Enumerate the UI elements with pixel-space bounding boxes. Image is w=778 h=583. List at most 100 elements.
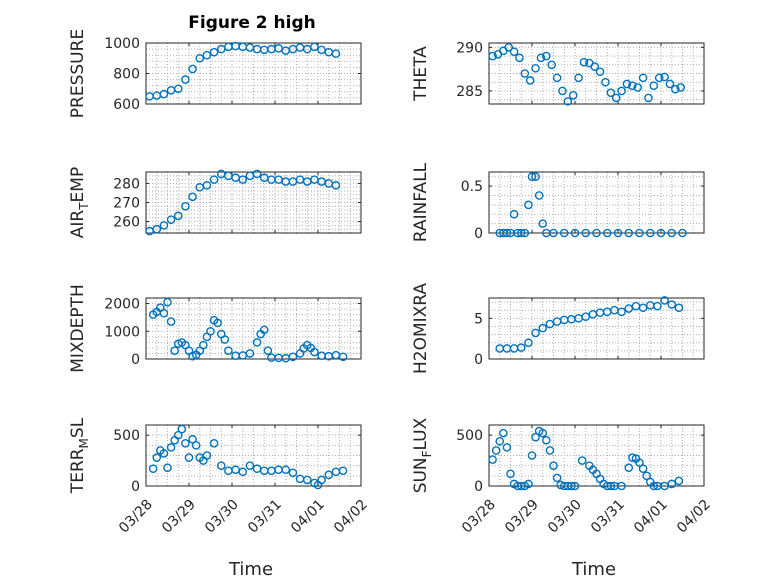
figure-title: Figure 2 high: [188, 13, 316, 33]
y-axis-label: SUNFLUX: [411, 417, 434, 493]
data-point: [188, 64, 197, 74]
data-point: [656, 228, 666, 238]
x-axis-label-left: Time: [228, 559, 273, 580]
series-markers: [488, 426, 684, 491]
data-point: [148, 464, 158, 474]
data-point: [163, 297, 172, 307]
data-point: [649, 481, 659, 491]
data-point: [660, 296, 669, 305]
data-point: [516, 228, 526, 238]
y-tick-label: 600: [113, 97, 140, 113]
axes-box: [145, 424, 362, 487]
data-point: [159, 89, 169, 99]
data-point: [574, 73, 583, 83]
series-markers: [148, 297, 348, 363]
axes-box: [145, 297, 362, 360]
data-point: [263, 346, 273, 355]
y-axis-label: PRESSURE: [68, 29, 88, 118]
data-point: [592, 228, 601, 238]
data-point: [606, 481, 616, 491]
data-point: [177, 424, 187, 434]
data-point: [288, 352, 298, 362]
data-point: [259, 325, 269, 335]
data-point: [166, 443, 176, 452]
y-tick-label: 0: [131, 352, 140, 368]
y-tick-label: 0: [131, 479, 140, 495]
data-point: [559, 228, 569, 238]
y-tick-label: 0.5: [461, 179, 483, 195]
data-point: [638, 303, 648, 313]
y-tick-label: 500: [456, 428, 483, 444]
y-tick-label: 270: [113, 196, 140, 212]
subplot-1: 600 800 1000 PRESSURE: [68, 29, 362, 118]
y-tick-label: 285: [456, 84, 483, 100]
subplot-6: 0 5 H2OMIXRA: [411, 283, 705, 374]
data-point: [581, 312, 591, 322]
data-point: [624, 304, 634, 313]
data-point: [633, 83, 643, 92]
data-point: [570, 481, 580, 491]
axes-box: [488, 42, 705, 105]
data-point: [665, 79, 675, 89]
data-point: [166, 317, 176, 326]
data-point: [552, 473, 562, 483]
y-tick-label: 0: [474, 352, 483, 368]
data-point: [502, 443, 512, 452]
data-point: [238, 467, 248, 477]
data-point: [152, 453, 162, 462]
data-point: [674, 476, 684, 486]
data-point: [310, 347, 319, 357]
y-tick-label: 0: [474, 226, 483, 242]
data-point: [220, 335, 230, 344]
axes-box: [488, 171, 705, 234]
data-point: [549, 461, 558, 470]
data-point: [570, 228, 580, 238]
data-point: [531, 63, 540, 73]
data-point: [531, 328, 540, 338]
data-point: [660, 72, 669, 82]
data-point: [252, 169, 262, 179]
y-tick-label: 500: [113, 428, 140, 444]
y-tick-label: 290: [456, 40, 483, 56]
data-point: [188, 434, 197, 444]
series-markers: [488, 43, 686, 106]
series-markers: [145, 41, 341, 101]
data-point: [317, 475, 326, 485]
data-point: [502, 228, 512, 238]
data-point: [671, 84, 680, 94]
data-point: [524, 338, 533, 348]
subplot-4: 0 0.5 RAINFALL: [411, 162, 705, 242]
subplot-3: 260 270 280 AIRTEMP: [68, 167, 362, 238]
data-point: [635, 458, 644, 467]
data-point: [163, 463, 172, 473]
data-point: [602, 228, 612, 238]
data-point: [331, 49, 341, 58]
data-point: [538, 428, 548, 438]
data-point: [331, 181, 341, 190]
data-point: [209, 175, 219, 184]
data-point: [676, 83, 686, 92]
data-point: [581, 228, 591, 238]
x-axis-label-right: Time: [571, 559, 616, 580]
data-point: [536, 53, 546, 63]
data-point: [202, 50, 212, 60]
data-point: [531, 172, 540, 181]
y-axis-label: TERRMSL: [68, 417, 91, 494]
data-point: [635, 228, 644, 238]
y-tick-label: 280: [113, 176, 140, 192]
data-point: [509, 209, 519, 219]
data-point: [674, 303, 684, 313]
data-point: [678, 228, 687, 238]
data-point: [310, 42, 319, 52]
data-point: [545, 319, 555, 329]
y-tick-label: 260: [113, 215, 140, 231]
data-point: [181, 438, 190, 448]
data-point: [542, 51, 551, 61]
data-point: [181, 75, 190, 84]
data-point: [245, 461, 255, 470]
series-markers: [148, 424, 348, 490]
data-point: [166, 215, 176, 224]
data-point: [645, 228, 655, 238]
axes-layer: 600 800 1000 PRESSURE 285 290 THETA 260 270 280 AI…: [68, 29, 714, 537]
data-point: [338, 352, 348, 362]
